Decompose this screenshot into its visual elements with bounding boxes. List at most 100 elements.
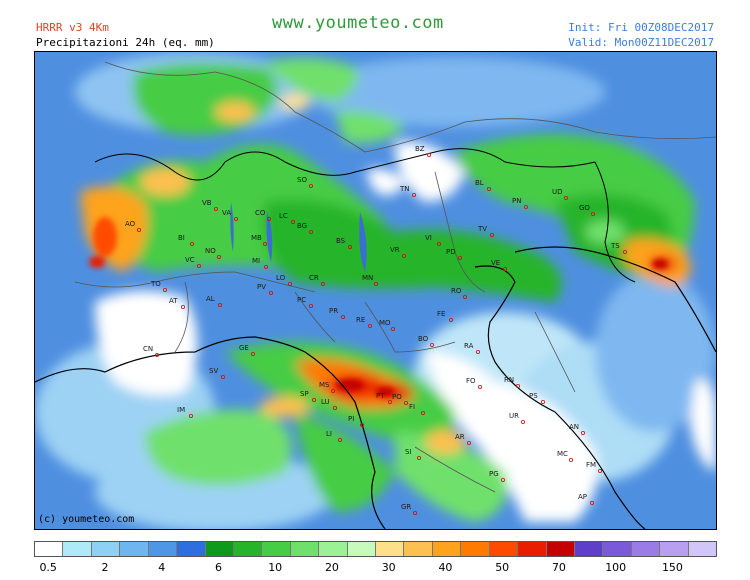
city-label: RE	[356, 316, 365, 324]
legend-swatch	[660, 542, 689, 556]
city-label: CN	[143, 345, 153, 353]
city-marker	[340, 314, 345, 319]
city-marker	[387, 399, 392, 404]
city-marker	[320, 281, 325, 286]
legend-tick-label: 100	[605, 561, 627, 574]
legend-swatch	[489, 542, 519, 556]
region-borders	[74, 61, 716, 493]
model-label: HRRR v3 4Km	[36, 21, 109, 34]
city-marker	[390, 326, 395, 331]
city-marker	[564, 195, 569, 200]
city-label: BG	[297, 222, 307, 230]
city-marker	[416, 455, 421, 460]
tyrrhenian-coastline	[35, 336, 386, 529]
city-label: PG	[489, 470, 499, 478]
city-label: BZ	[415, 145, 425, 153]
site-url[interactable]: www.youmeteo.com	[272, 13, 444, 33]
city-marker	[359, 422, 364, 427]
city-label: LI	[326, 430, 332, 438]
city-marker	[220, 374, 225, 379]
city-label: AO	[125, 220, 136, 228]
legend-swatch	[603, 542, 632, 556]
city-label: GE	[239, 344, 249, 352]
city-label: UD	[552, 188, 563, 196]
city-marker	[216, 254, 221, 259]
legend-swatch	[120, 542, 149, 556]
city-marker	[411, 192, 416, 197]
city-label: CO	[255, 209, 266, 217]
city-marker	[233, 216, 238, 221]
city-marker	[217, 302, 222, 307]
legend-tick-label: 10	[268, 561, 283, 574]
city-label: VI	[425, 234, 432, 242]
city-label: VE	[491, 259, 500, 267]
legend-swatch	[233, 542, 263, 556]
city-marker	[436, 241, 441, 246]
city-label: AL	[206, 295, 215, 303]
legend-swatch	[518, 542, 547, 556]
city-marker	[367, 323, 372, 328]
legend-tick-label: 30	[381, 561, 396, 574]
city-marker	[486, 186, 491, 191]
city-label: RO	[451, 287, 462, 295]
city-label: BO	[418, 335, 429, 343]
city-marker	[266, 216, 271, 221]
city-marker	[250, 351, 255, 356]
city-marker	[311, 397, 316, 402]
city-marker	[401, 253, 406, 258]
legend-swatch	[91, 542, 121, 556]
legend-tick-label: 0.5	[39, 561, 57, 574]
city-marker	[262, 241, 267, 246]
istria-coastline	[514, 246, 716, 353]
legend-swatch	[290, 542, 320, 556]
adriatic-coastline	[474, 265, 646, 529]
city-label: PR	[329, 307, 338, 315]
city-marker	[403, 400, 408, 405]
city-label: TN	[399, 185, 410, 193]
city-marker	[457, 255, 462, 260]
city-label: LO	[276, 274, 286, 282]
city-marker	[581, 430, 586, 435]
city-marker	[477, 384, 482, 389]
legend-tick-label: 2	[101, 561, 109, 574]
city-label: PC	[297, 296, 306, 304]
city-label: AT	[169, 297, 178, 305]
legend-swatch	[376, 542, 405, 556]
city-labels: BZ SO TN BL UD VB VA CO LC BG BS VR VI TV PN GO AO BI NO MB…	[125, 145, 628, 515]
city-marker	[373, 281, 378, 286]
legend-swatch	[347, 542, 377, 556]
city-label: RA	[464, 342, 474, 350]
city-marker	[569, 457, 574, 462]
legend-swatch	[688, 542, 717, 556]
city-label: BI	[178, 234, 185, 242]
precipitation-map: BZ SO TN BL UD VB VA CO LC BG BS VR VI TV PN GO AO BI NO MB…	[34, 51, 717, 530]
city-marker	[500, 477, 505, 482]
city-label: UR	[509, 412, 519, 420]
city-label: MI	[252, 257, 260, 265]
city-marker	[540, 399, 545, 404]
city-label: AR	[455, 433, 465, 441]
city-marker	[180, 304, 185, 309]
lakes	[230, 202, 367, 272]
city-marker	[330, 388, 335, 393]
legend-swatch	[575, 542, 604, 556]
city-marker	[523, 204, 528, 209]
legend-tick-label: 20	[324, 561, 339, 574]
city-label: MS	[319, 381, 330, 389]
legend-swatch	[461, 542, 490, 556]
city-marker	[502, 266, 507, 271]
city-label: MB	[251, 234, 262, 242]
city-marker	[287, 281, 292, 286]
city-marker	[598, 468, 603, 473]
copyright-label: (c) youmeteo.com	[38, 514, 135, 525]
city-label: PV	[257, 283, 266, 291]
legend-swatch	[148, 542, 178, 556]
city-label: SI	[405, 448, 412, 456]
city-marker	[308, 229, 313, 234]
map-canvas: BZ SO TN BL UD VB VA CO LC BG BS VR VI TV PN GO AO BI NO MB…	[35, 52, 716, 529]
city-marker	[448, 317, 453, 322]
city-label: NO	[205, 247, 216, 255]
legend-swatch	[63, 542, 92, 556]
city-marker	[347, 244, 352, 249]
city-marker	[429, 342, 434, 347]
